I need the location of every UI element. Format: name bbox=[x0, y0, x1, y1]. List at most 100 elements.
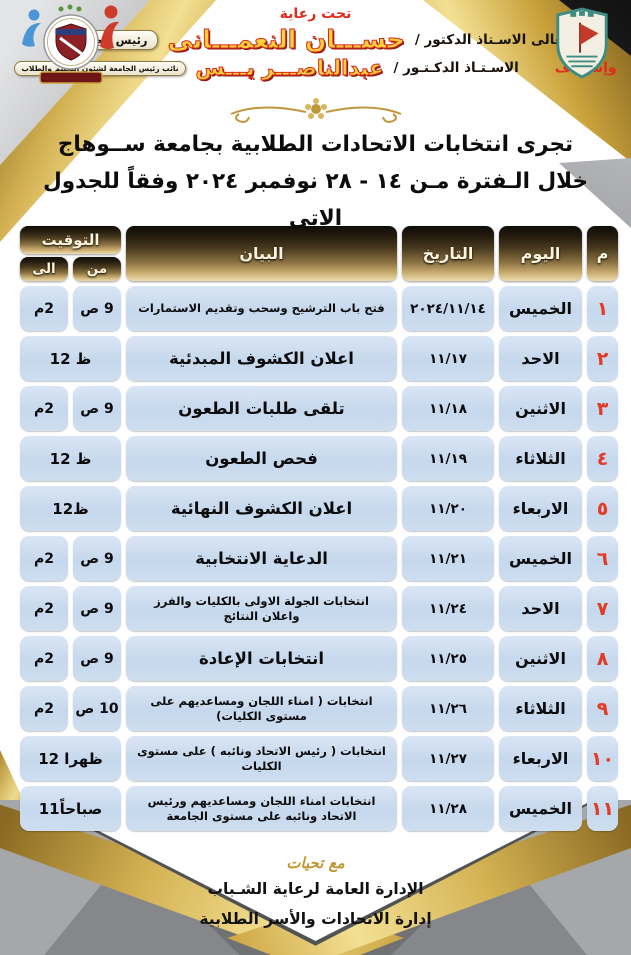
header-to: الى bbox=[20, 257, 68, 281]
day-cell: الثلاثاء bbox=[499, 686, 582, 731]
statement-cell: انتخابات ( رئيس الاتحاد ونائبه ) على مست… bbox=[126, 736, 397, 781]
row-number-cell: ١ bbox=[587, 286, 618, 331]
day-cell: الاربعاء bbox=[499, 736, 582, 781]
supervisor-name: عبدالناصـــر يـــس bbox=[195, 56, 385, 81]
date-cell: ١١/٢٨ bbox=[402, 786, 494, 831]
header-date: التاريخ bbox=[402, 226, 494, 281]
date-cell: ١١/١٧ bbox=[402, 336, 494, 381]
date-cell: ١١/٢٦ bbox=[402, 686, 494, 731]
header-no: م bbox=[587, 226, 618, 281]
flourish-icon bbox=[230, 98, 401, 123]
day-cell: الخميس bbox=[499, 786, 582, 831]
table-row: ٥ الاربعاء ١١/٢٠ اعلان الكشوف النهائية 12ظ bbox=[12, 486, 618, 531]
row-number-cell: ٧ bbox=[587, 586, 618, 631]
schedule-table-header: م اليوم التاريخ البيان التوقيت من الى bbox=[12, 226, 618, 281]
sohag-university-logo bbox=[551, 6, 613, 84]
table-row: ٦ الخميس ١١/٢١ الدعاية الانتخابية 9 ص 2م bbox=[12, 536, 618, 581]
time-from-cell: 9 ص bbox=[73, 536, 121, 581]
patron-prefix: معالى الاسـتاذ الدكتور / bbox=[414, 31, 571, 48]
date-cell: ١١/٢٤ bbox=[402, 586, 494, 631]
time-span-cell: 11صباحاً bbox=[20, 786, 121, 831]
header-timing: التوقيت bbox=[20, 226, 121, 254]
time-span-cell: 12 ظ bbox=[20, 436, 121, 481]
statement-cell: انتخابات امناء اللجان ومساعديهم ورئيس ال… bbox=[126, 786, 397, 831]
row-number-cell: ٥ bbox=[587, 486, 618, 531]
time-to-cell: 2م bbox=[20, 286, 68, 331]
row-number-cell: ٤ bbox=[587, 436, 618, 481]
header-day: اليوم bbox=[499, 226, 582, 281]
header-statement: البيان bbox=[126, 226, 397, 281]
date-cell: ١١/٢٥ bbox=[402, 636, 494, 681]
table-row: ٨ الاثنين ١١/٢٥ انتخابات الإعادة 9 ص 2م bbox=[12, 636, 618, 681]
day-cell: الخميس bbox=[499, 536, 582, 581]
table-row: ٩ الثلاثاء ١١/٢٦ انتخابات ( امناء اللجان وم… bbox=[12, 686, 618, 731]
under-patronage-label: تحت رعاية bbox=[279, 6, 352, 22]
footer-text-block: مع تحيات الإدارة العامة لرعاية الشـباب إ… bbox=[0, 800, 631, 955]
table-row: ٤ الثلاثاء ١١/١٩ فحص الطعون 12 ظ bbox=[12, 436, 618, 481]
day-cell: الاثنين bbox=[499, 636, 582, 681]
date-cell: ١١/١٩ bbox=[402, 436, 494, 481]
youth-welfare-logo-icon bbox=[22, 4, 119, 84]
time-span-cell: 12 ظهرا bbox=[20, 736, 121, 781]
title-line-1: تجرى انتخابات الاتحادات الطلابية بجامعة … bbox=[57, 132, 574, 157]
date-cell: ١١/٢٧ bbox=[402, 736, 494, 781]
time-span-cell: 12ظ bbox=[20, 486, 121, 531]
statement-cell: الدعاية الانتخابية bbox=[126, 536, 397, 581]
time-span-cell: 12 ظ bbox=[20, 336, 121, 381]
row-number-cell: ٩ bbox=[587, 686, 618, 731]
youth-welfare-logo bbox=[14, 2, 130, 92]
ornament-divider bbox=[0, 98, 631, 128]
patronage-header: تحت رعاية معالى الاسـتاذ الدكتور / حســـ… bbox=[14, 6, 617, 81]
row-number-cell: ١١ bbox=[587, 786, 618, 831]
schedule-table-body: ١ الخميس ٢٠٢٤/١١/١٤ فتح باب الترشيح وسحب وت… bbox=[12, 286, 618, 831]
sohag-university-logo-icon bbox=[556, 7, 608, 79]
day-cell: الخميس bbox=[499, 286, 582, 331]
time-from-cell: 9 ص bbox=[73, 586, 121, 631]
header-from: من bbox=[73, 257, 121, 281]
department-line-1: الإدارة العامة لرعاية الشـباب bbox=[207, 880, 424, 898]
statement-cell: فحص الطعون bbox=[126, 436, 397, 481]
row-number-cell: ٨ bbox=[587, 636, 618, 681]
statement-cell: انتخابات الجولة الاولى بالكليات والفرز و… bbox=[126, 586, 397, 631]
day-cell: الاربعاء bbox=[499, 486, 582, 531]
patron-name: حســـان النعمـــانى bbox=[167, 25, 406, 55]
time-to-cell: 2م bbox=[20, 636, 68, 681]
day-cell: الاحد bbox=[499, 586, 582, 631]
table-row: ١ الخميس ٢٠٢٤/١١/١٤ فتح باب الترشيح وسحب وت… bbox=[12, 286, 618, 331]
poster-title: تجرى انتخابات الاتحادات الطلابية بجامعة … bbox=[20, 126, 611, 237]
date-cell: ١١/٢٠ bbox=[402, 486, 494, 531]
date-cell: ١١/٢١ bbox=[402, 536, 494, 581]
time-to-cell: 2م bbox=[20, 686, 68, 731]
patron-line: معالى الاسـتاذ الدكتور / حســـان النعمــ… bbox=[60, 25, 571, 55]
time-from-cell: 9 ص bbox=[73, 386, 121, 431]
time-to-cell: 2م bbox=[20, 586, 68, 631]
statement-cell: انتخابات ( امناء اللجان ومساعديهم على مس… bbox=[126, 686, 397, 731]
row-number-cell: ٦ bbox=[587, 536, 618, 581]
row-number-cell: ٣ bbox=[587, 386, 618, 431]
supervisor-line: وإشـراف الاسـتـاذ الدكـتـور / عبدالناصــ… bbox=[14, 56, 617, 81]
row-number-cell: ١٠ bbox=[587, 736, 618, 781]
day-cell: الاثنين bbox=[499, 386, 582, 431]
table-row: ١٠ الاربعاء ١١/٢٧ انتخابات ( رئيس الاتحاد و… bbox=[12, 736, 618, 781]
time-to-cell: 2م bbox=[20, 386, 68, 431]
date-cell: ١١/١٨ bbox=[402, 386, 494, 431]
statement-cell: فتح باب الترشيح وسحب وتقديم الاستمارات bbox=[126, 286, 397, 331]
row-number-cell: ٢ bbox=[587, 336, 618, 381]
day-cell: الاحد bbox=[499, 336, 582, 381]
statement-cell: اعلان الكشوف المبدئية bbox=[126, 336, 397, 381]
time-to-cell: 2م bbox=[20, 536, 68, 581]
table-row: ٢ الاحد ١١/١٧ اعلان الكشوف المبدئية 12 ظ bbox=[12, 336, 618, 381]
table-row: ١١ الخميس ١١/٢٨ انتخابات امناء اللجان ومساع… bbox=[12, 786, 618, 831]
regards-label: مع تحيات bbox=[286, 854, 345, 872]
department-line-2: إدارة الاتحادات والأسر الطلابية bbox=[199, 910, 432, 928]
table-row: ٣ الاثنين ١١/١٨ تلقى طلبات الطعون 9 ص 2م bbox=[12, 386, 618, 431]
date-cell: ٢٠٢٤/١١/١٤ bbox=[402, 286, 494, 331]
time-from-cell: 9 ص bbox=[73, 636, 121, 681]
statement-cell: انتخابات الإعادة bbox=[126, 636, 397, 681]
day-cell: الثلاثاء bbox=[499, 436, 582, 481]
time-from-cell: 9 ص bbox=[73, 286, 121, 331]
supervisor-prefix: الاسـتـاذ الدكـتـور / bbox=[393, 60, 519, 76]
time-from-cell: 10 ص bbox=[73, 686, 121, 731]
